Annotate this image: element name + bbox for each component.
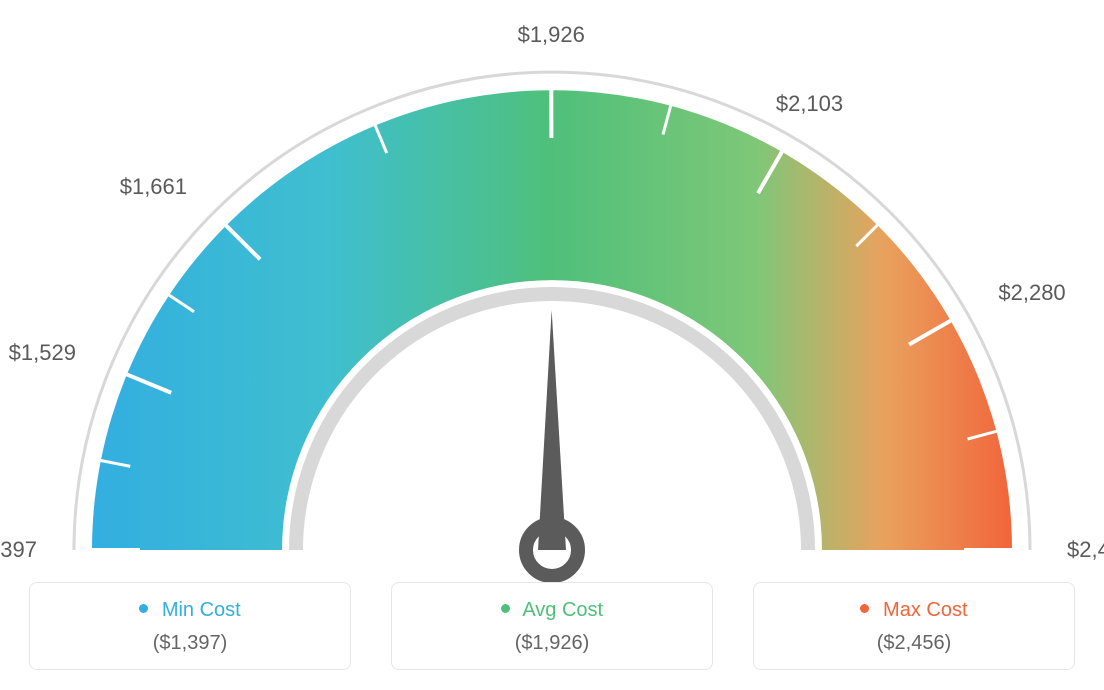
gauge-tick-label: $1,926 (518, 22, 585, 48)
gauge-tick-label: $1,529 (9, 340, 76, 366)
gauge-area: $1,397 $1,529 $1,661 $1,926 $2,103 $2,280 $2,4… (0, 0, 1104, 560)
dot-icon (860, 604, 869, 613)
legend-value-max: ($2,456) (764, 632, 1064, 655)
gauge-tick-label: $2,280 (998, 280, 1065, 306)
legend-title-min-text: Min Cost (162, 599, 241, 621)
legend-title-avg-text: Avg Cost (522, 599, 603, 621)
legend-title-min: Min Cost (40, 599, 340, 622)
tick-labels-layer: $1,397 $1,529 $1,661 $1,926 $2,103 $2,280 $2,4… (0, 10, 1104, 570)
gauge-tick-label: $1,661 (120, 174, 187, 200)
legend-title-max-text: Max Cost (883, 599, 967, 621)
legend-card-min: Min Cost ($1,397) (29, 582, 351, 670)
legend-value-min: ($1,397) (40, 632, 340, 655)
chart-container: $1,397 $1,529 $1,661 $1,926 $2,103 $2,280 $2,4… (0, 0, 1104, 690)
gauge-tick-label: $2,103 (776, 91, 843, 117)
gauge-tick-label: $2,456 (1067, 537, 1104, 563)
legend-row: Min Cost ($1,397) Avg Cost ($1,926) Max … (0, 582, 1104, 670)
dot-icon (501, 604, 510, 613)
legend-title-avg: Avg Cost (402, 599, 702, 622)
legend-value-avg: ($1,926) (402, 632, 702, 655)
legend-card-avg: Avg Cost ($1,926) (391, 582, 713, 670)
dot-icon (139, 604, 148, 613)
gauge-tick-label: $1,397 (0, 537, 37, 563)
legend-title-max: Max Cost (764, 599, 1064, 622)
legend-card-max: Max Cost ($2,456) (753, 582, 1075, 670)
